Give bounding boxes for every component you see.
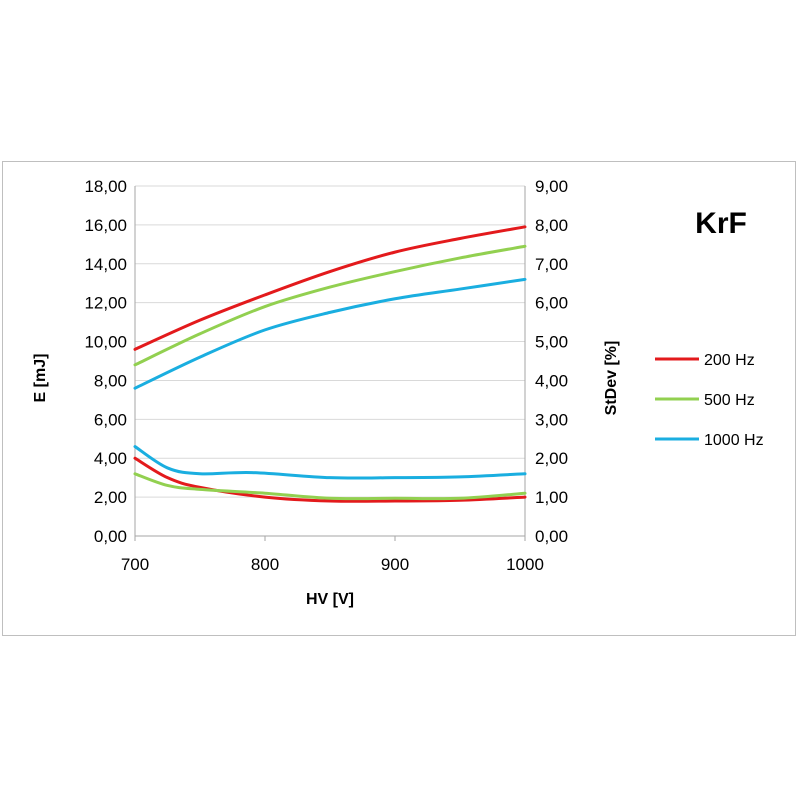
y-axis-right-title: StDev [%] — [603, 341, 620, 416]
y-right-tick-label: 0,00 — [535, 527, 568, 546]
series-line-e-500hz — [133, 244, 527, 367]
y-right-tick-label: 7,00 — [535, 255, 568, 274]
legend-label: 500 Hz — [704, 392, 755, 409]
y-left-tick-label: 14,00 — [84, 255, 127, 274]
series-line-e-1000hz — [133, 277, 527, 390]
y-right-tick-label: 6,00 — [535, 294, 568, 313]
y-left-tick-label: 18,00 — [84, 177, 127, 196]
y-left-tick-label: 10,00 — [84, 333, 127, 352]
y-right-tick-label: 9,00 — [535, 177, 568, 196]
series-line-e-200hz — [133, 225, 527, 351]
y-right-tick-label: 2,00 — [535, 449, 568, 468]
tick-labels: 0,00 0,00 2,00 1,00 4,00 2,00 6,00 3,00 8,00 4,00… — [84, 177, 568, 574]
x-tick-label: 900 — [381, 555, 409, 574]
y-axis-left-title: E [mJ] — [32, 354, 49, 403]
y-left-tick-label: 16,00 — [84, 216, 127, 235]
series-line-stdev-200hz — [133, 456, 527, 503]
series-line-stdev-500hz — [133, 472, 527, 501]
y-right-tick-label: 1,00 — [535, 488, 568, 507]
y-left-tick-label: 0,00 — [94, 527, 127, 546]
legend: 200 Hz 500 Hz 1000 Hz — [655, 352, 764, 449]
y-left-tick-label: 4,00 — [94, 449, 127, 468]
chart-title: KrF — [695, 207, 747, 240]
y-left-tick-label: 8,00 — [94, 371, 127, 390]
chart-area: 0,00 0,00 2,00 1,00 4,00 2,00 6,00 3,00 8,00 4,00… — [2, 161, 796, 636]
series-lines — [133, 225, 527, 503]
y-right-tick-label: 4,00 — [535, 371, 568, 390]
x-tick-label: 700 — [121, 555, 149, 574]
gridlines — [134, 185, 526, 541]
legend-label: 1000 Hz — [704, 432, 764, 449]
y-right-tick-label: 8,00 — [535, 216, 568, 235]
legend-label: 200 Hz — [704, 352, 755, 369]
y-left-tick-label: 12,00 — [84, 294, 127, 313]
x-axis-title: HV [V] — [306, 591, 354, 608]
series-line-stdev-1000hz — [133, 445, 527, 480]
x-tick-label: 800 — [251, 555, 279, 574]
x-tick-label: 1000 — [506, 555, 544, 574]
y-left-tick-label: 2,00 — [94, 488, 127, 507]
y-right-tick-label: 3,00 — [535, 410, 568, 429]
y-left-tick-label: 6,00 — [94, 410, 127, 429]
y-right-tick-label: 5,00 — [535, 333, 568, 352]
chart-svg: 0,00 0,00 2,00 1,00 4,00 2,00 6,00 3,00 8,00 4,00… — [32, 177, 764, 608]
